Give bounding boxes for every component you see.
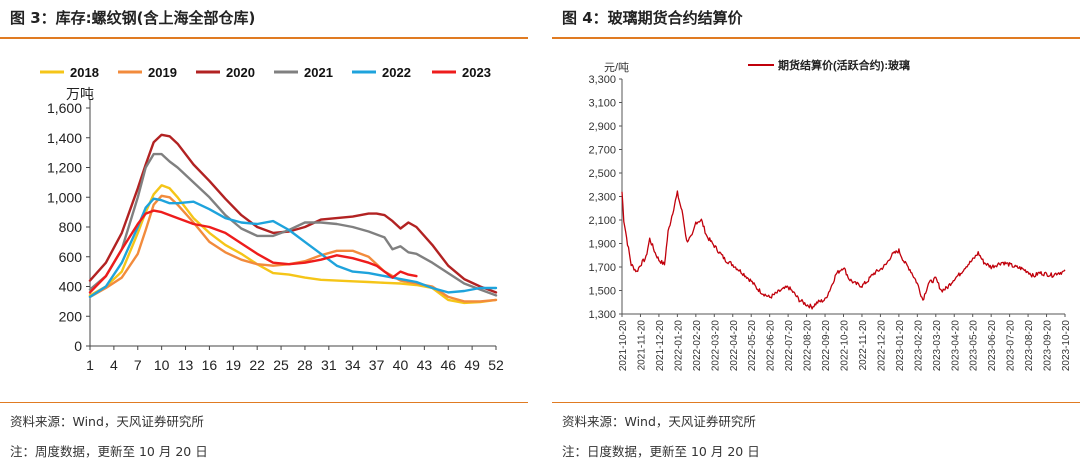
series-line-2023 — [88, 209, 418, 294]
legend-label-glass: 期货结算价(活跃合约):玻璃 — [778, 58, 910, 72]
y-tick-label: 1,600 — [47, 100, 82, 116]
y-tick-label: 3,100 — [588, 98, 616, 110]
y-tick-label: 1,700 — [588, 262, 616, 274]
y-tick-label: 200 — [59, 308, 83, 324]
legend-label-2018: 2018 — [70, 65, 99, 80]
source-divider-left — [0, 402, 528, 403]
x-tick-label: 2022-02-20 — [692, 320, 703, 372]
x-tick-label: 2022-12-20 — [876, 320, 887, 372]
x-tick-label: 1 — [86, 357, 94, 373]
glass-futures-chart: 期货结算价(活跃合约):玻璃 元/吨 1,300 1,500 1,700 1,900 2,1… — [588, 58, 1072, 372]
x-tick-label: 28 — [297, 357, 313, 373]
x-tick-label: 2022-09-20 — [821, 320, 832, 372]
series-line-2022 — [88, 197, 498, 299]
source-text-left: 资料来源：Wind，天风证券研究所 — [10, 414, 204, 429]
y-tick-label: 0 — [74, 338, 82, 354]
x-tick-label: 43 — [417, 357, 433, 373]
y-tick-label: 1,000 — [47, 189, 82, 205]
x-tick-label: 2023-06-20 — [987, 320, 998, 372]
x-tick-label: 2022-05-20 — [747, 320, 758, 372]
x-tick-label: 49 — [464, 357, 480, 373]
y-axis-unit: 万吨 — [66, 86, 94, 102]
x-tick-label: 37 — [369, 357, 385, 373]
x-tick-label: 40 — [393, 357, 409, 373]
x-tick-label: 2022-11-20 — [858, 320, 869, 371]
x-tick-label: 10 — [154, 357, 170, 373]
x-tick-label: 2022-01-20 — [673, 320, 684, 372]
x-tick-label: 13 — [178, 357, 194, 373]
x-tick-label: 34 — [345, 357, 361, 373]
y-tick-label: 1,900 — [588, 239, 616, 251]
x-tick-label: 2021-10-20 — [618, 320, 629, 372]
x-tick-label: 7 — [134, 357, 142, 373]
left-panel: 图 3：库存:螺纹钢(含上海全部仓库) 2018 2019 2020 2021 2022… — [0, 0, 528, 466]
title-divider-left — [0, 37, 528, 39]
x-tick-label: 2023-02-20 — [913, 320, 924, 372]
x-tick-label: 2022-07-20 — [784, 320, 795, 372]
legend-label-2020: 2020 — [226, 65, 255, 80]
source-text-right: 资料来源：Wind，天风证券研究所 — [562, 414, 756, 429]
x-tick-label: 2023-04-20 — [950, 320, 961, 372]
x-tick-label: 2023-09-20 — [1043, 320, 1054, 372]
y-tick-label: 1,300 — [588, 309, 616, 321]
chart-title-left: 图 3：库存:螺纹钢(含上海全部仓库) — [10, 9, 256, 27]
y-tick-label: 600 — [59, 249, 83, 265]
x-tick-label: 2021-11-20 — [636, 320, 647, 371]
y-tick-label: 2,900 — [588, 121, 616, 133]
legend-label-2021: 2021 — [304, 65, 333, 80]
y-tick-label: 1,400 — [47, 130, 82, 146]
x-tick-label: 2022-08-20 — [803, 320, 814, 372]
x-tick-label: 2023-03-20 — [932, 320, 943, 372]
x-tick-label: 4 — [110, 357, 118, 373]
y-tick-label: 2,300 — [588, 192, 616, 204]
x-tick-label: 2023-07-20 — [1006, 320, 1017, 372]
note-text-left: 注：周度数据，更新至 10 月 20 日 — [10, 444, 208, 459]
legend: 2018 2019 2020 2021 2022 2023 — [40, 65, 491, 80]
x-tick-label: 2022-04-20 — [729, 320, 740, 372]
x-tick-label: 25 — [273, 357, 289, 373]
x-tick-label: 2022-10-20 — [840, 320, 851, 372]
x-tick-label: 46 — [440, 357, 456, 373]
x-tick-label: 19 — [226, 357, 242, 373]
rebar-inventory-chart: 2018 2019 2020 2021 2022 2023 万吨 0 200 400 600 800 1… — [40, 65, 504, 373]
y-tick-label: 2,100 — [588, 215, 616, 227]
x-tick-label: 31 — [321, 357, 337, 373]
chart-title-right: 图 4：玻璃期货合约结算价 — [562, 9, 743, 27]
x-tick-label: 2023-01-20 — [895, 320, 906, 372]
legend-label-2019: 2019 — [148, 65, 177, 80]
source-divider-right — [552, 402, 1080, 403]
y-tick-label: 2,500 — [588, 168, 616, 180]
series-line-2020 — [88, 133, 498, 294]
series-line-glass — [621, 190, 1066, 310]
x-tick-label: 2021-12-20 — [655, 320, 666, 372]
x-tick-label: 52 — [488, 357, 504, 373]
x-tick-label: 2022-06-20 — [766, 320, 777, 372]
right-panel: 图 4：玻璃期货合约结算价 期货结算价(活跃合约):玻璃 元/吨 1,300 1,50… — [552, 0, 1080, 466]
y-axis-unit: 元/吨 — [604, 61, 629, 74]
x-tick-label: 2023-10-20 — [1061, 320, 1072, 372]
y-tick-label: 2,700 — [588, 145, 616, 157]
x-tick-label: 2022-03-20 — [710, 320, 721, 372]
note-text-right: 注：日度数据，更新至 10 月 20 日 — [562, 444, 760, 459]
y-tick-label: 1,500 — [588, 286, 616, 298]
x-tick-label: 2023-05-20 — [969, 320, 980, 372]
legend-label-2023: 2023 — [462, 65, 491, 80]
y-tick-label: 400 — [59, 279, 83, 295]
legend-label-2022: 2022 — [382, 65, 411, 80]
title-divider-right — [552, 37, 1080, 39]
y-tick-label: 3,300 — [588, 74, 616, 86]
x-tick-label: 16 — [202, 357, 218, 373]
y-tick-label: 800 — [59, 219, 83, 235]
x-tick-label: 22 — [249, 357, 265, 373]
x-tick-label: 2023-08-20 — [1024, 320, 1035, 372]
y-tick-label: 1,200 — [47, 160, 82, 176]
